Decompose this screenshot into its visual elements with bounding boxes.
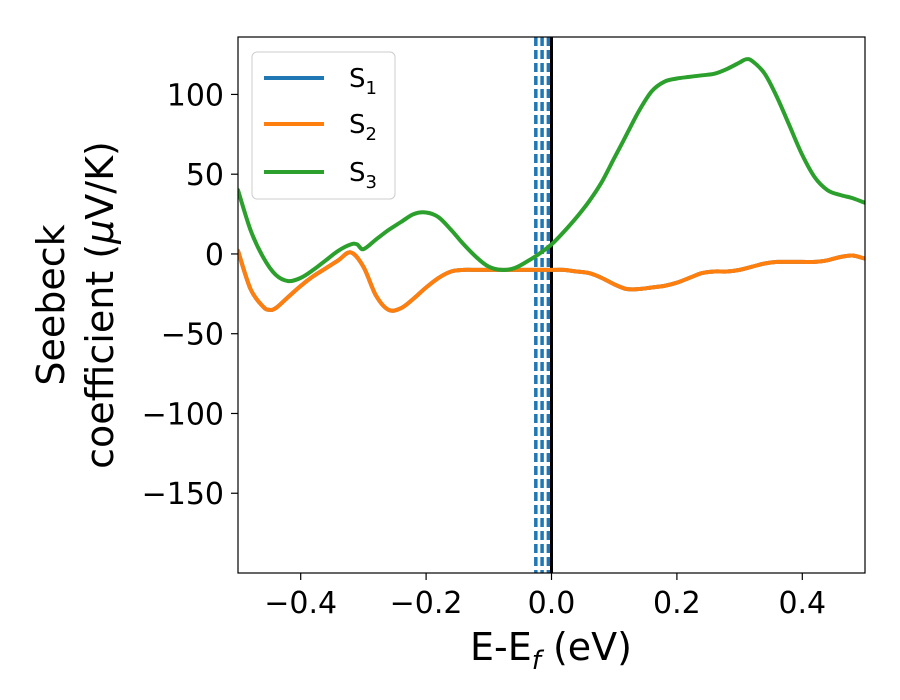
y-tick-label: 0 [205, 238, 224, 273]
y-axis-title: Seebeck coefficient (μV/K) [29, 141, 122, 469]
x-tick-label: 0.2 [653, 586, 701, 621]
series-line-s2 [238, 248, 865, 313]
vertical-reference-lines [534, 37, 553, 573]
x-tick-label: 0.0 [528, 586, 576, 621]
y-axis-ticks: 100 50 0 −50 −100 −150 [142, 78, 238, 512]
x-tick-label: −0.2 [390, 586, 463, 621]
y-tick-label: −100 [142, 397, 224, 432]
legend-label-s1: S1 [349, 64, 377, 99]
series-lines [238, 57, 865, 313]
legend-label-s2: S2 [349, 110, 377, 145]
y-tick-label: 50 [186, 158, 224, 193]
x-tick-label: −0.4 [264, 586, 337, 621]
legend-label-s3: S3 [349, 158, 377, 193]
y-axis-title-line-1: Seebeck [29, 224, 73, 385]
x-axis-ticks: −0.4 −0.2 0.0 0.2 0.4 [264, 573, 826, 621]
y-tick-label: −150 [142, 477, 224, 512]
y-tick-label: −50 [161, 318, 224, 353]
y-tick-label: 100 [167, 78, 224, 113]
y-axis-title-line-2: coefficient (μV/K) [78, 141, 122, 469]
series-line-s3 [238, 57, 865, 284]
x-tick-label: 0.4 [778, 586, 826, 621]
legend: S1 S2 S3 [251, 51, 396, 200]
x-axis-title: E-Ef (eV) [470, 625, 632, 676]
